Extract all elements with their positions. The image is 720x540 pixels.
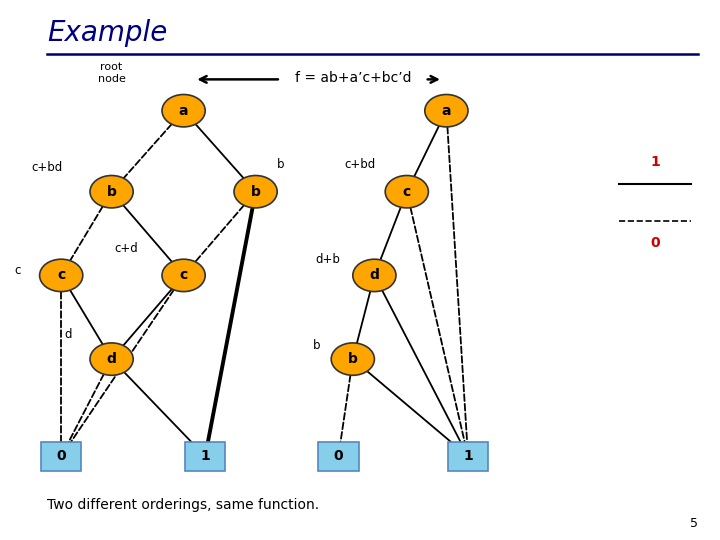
Circle shape: [331, 343, 374, 375]
Text: b: b: [277, 158, 284, 171]
Text: d: d: [107, 352, 117, 366]
Text: a: a: [179, 104, 189, 118]
Text: b: b: [107, 185, 117, 199]
Text: d+b: d+b: [315, 253, 340, 266]
Text: d: d: [65, 328, 72, 341]
Text: root
node: root node: [98, 62, 125, 84]
Circle shape: [353, 259, 396, 292]
Circle shape: [90, 176, 133, 208]
Circle shape: [162, 94, 205, 127]
Text: c+bd: c+bd: [31, 161, 63, 174]
Text: 5: 5: [690, 517, 698, 530]
Text: f = ab+a’c+bc’d: f = ab+a’c+bc’d: [294, 71, 411, 85]
Text: 1: 1: [200, 449, 210, 463]
Circle shape: [90, 343, 133, 375]
Text: 1: 1: [463, 449, 473, 463]
Text: c: c: [57, 268, 66, 282]
Text: 0: 0: [333, 449, 343, 463]
Text: c: c: [402, 185, 411, 199]
Circle shape: [234, 176, 277, 208]
Text: b: b: [313, 339, 320, 352]
Text: c: c: [15, 264, 21, 276]
Circle shape: [385, 176, 428, 208]
Text: Two different orderings, same function.: Two different orderings, same function.: [47, 498, 319, 512]
FancyBboxPatch shape: [41, 442, 81, 471]
Text: b: b: [251, 185, 261, 199]
Circle shape: [425, 94, 468, 127]
Text: c+d: c+d: [114, 242, 138, 255]
Text: Example: Example: [47, 19, 167, 47]
Text: b: b: [348, 352, 358, 366]
Text: c+bd: c+bd: [344, 158, 376, 171]
Circle shape: [162, 259, 205, 292]
Text: a: a: [441, 104, 451, 118]
Text: 0: 0: [650, 236, 660, 250]
FancyBboxPatch shape: [318, 442, 359, 471]
Text: d: d: [369, 268, 379, 282]
Text: 0: 0: [56, 449, 66, 463]
Text: 1: 1: [650, 155, 660, 169]
Circle shape: [40, 259, 83, 292]
FancyBboxPatch shape: [448, 442, 488, 471]
FancyBboxPatch shape: [185, 442, 225, 471]
Text: c: c: [179, 268, 188, 282]
